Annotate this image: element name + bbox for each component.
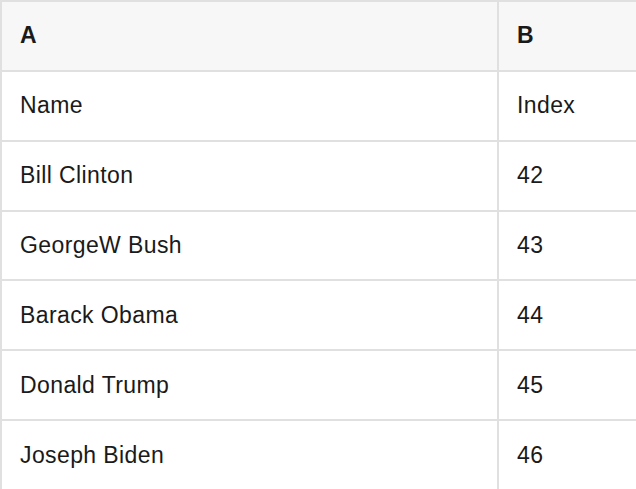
cell-index[interactable]: 46 <box>499 421 636 489</box>
cell-index[interactable]: 45 <box>499 351 636 419</box>
column-header-b[interactable]: B <box>499 2 636 70</box>
cell-name[interactable]: Joseph Biden <box>2 421 499 489</box>
cell-index[interactable]: 44 <box>499 281 636 349</box>
column-header-row: A B <box>2 2 636 72</box>
cell-index[interactable]: 43 <box>499 212 636 280</box>
cell-index-header[interactable]: Index <box>499 72 636 140</box>
column-header-a[interactable]: A <box>2 2 499 70</box>
table-row: GeorgeW Bush 43 <box>2 212 636 282</box>
cell-name[interactable]: Bill Clinton <box>2 142 499 210</box>
table-row: Joseph Biden 46 <box>2 421 636 489</box>
cell-name[interactable]: GeorgeW Bush <box>2 212 499 280</box>
cell-name[interactable]: Donald Trump <box>2 351 499 419</box>
table-row: Name Index <box>2 72 636 142</box>
cell-index[interactable]: 42 <box>499 142 636 210</box>
table-row: Barack Obama 44 <box>2 281 636 351</box>
table-row: Donald Trump 45 <box>2 351 636 421</box>
cell-name[interactable]: Barack Obama <box>2 281 499 349</box>
table-row: Bill Clinton 42 <box>2 142 636 212</box>
spreadsheet-table: A B Name Index Bill Clinton 42 GeorgeW B… <box>0 0 636 489</box>
cell-name-header[interactable]: Name <box>2 72 499 140</box>
